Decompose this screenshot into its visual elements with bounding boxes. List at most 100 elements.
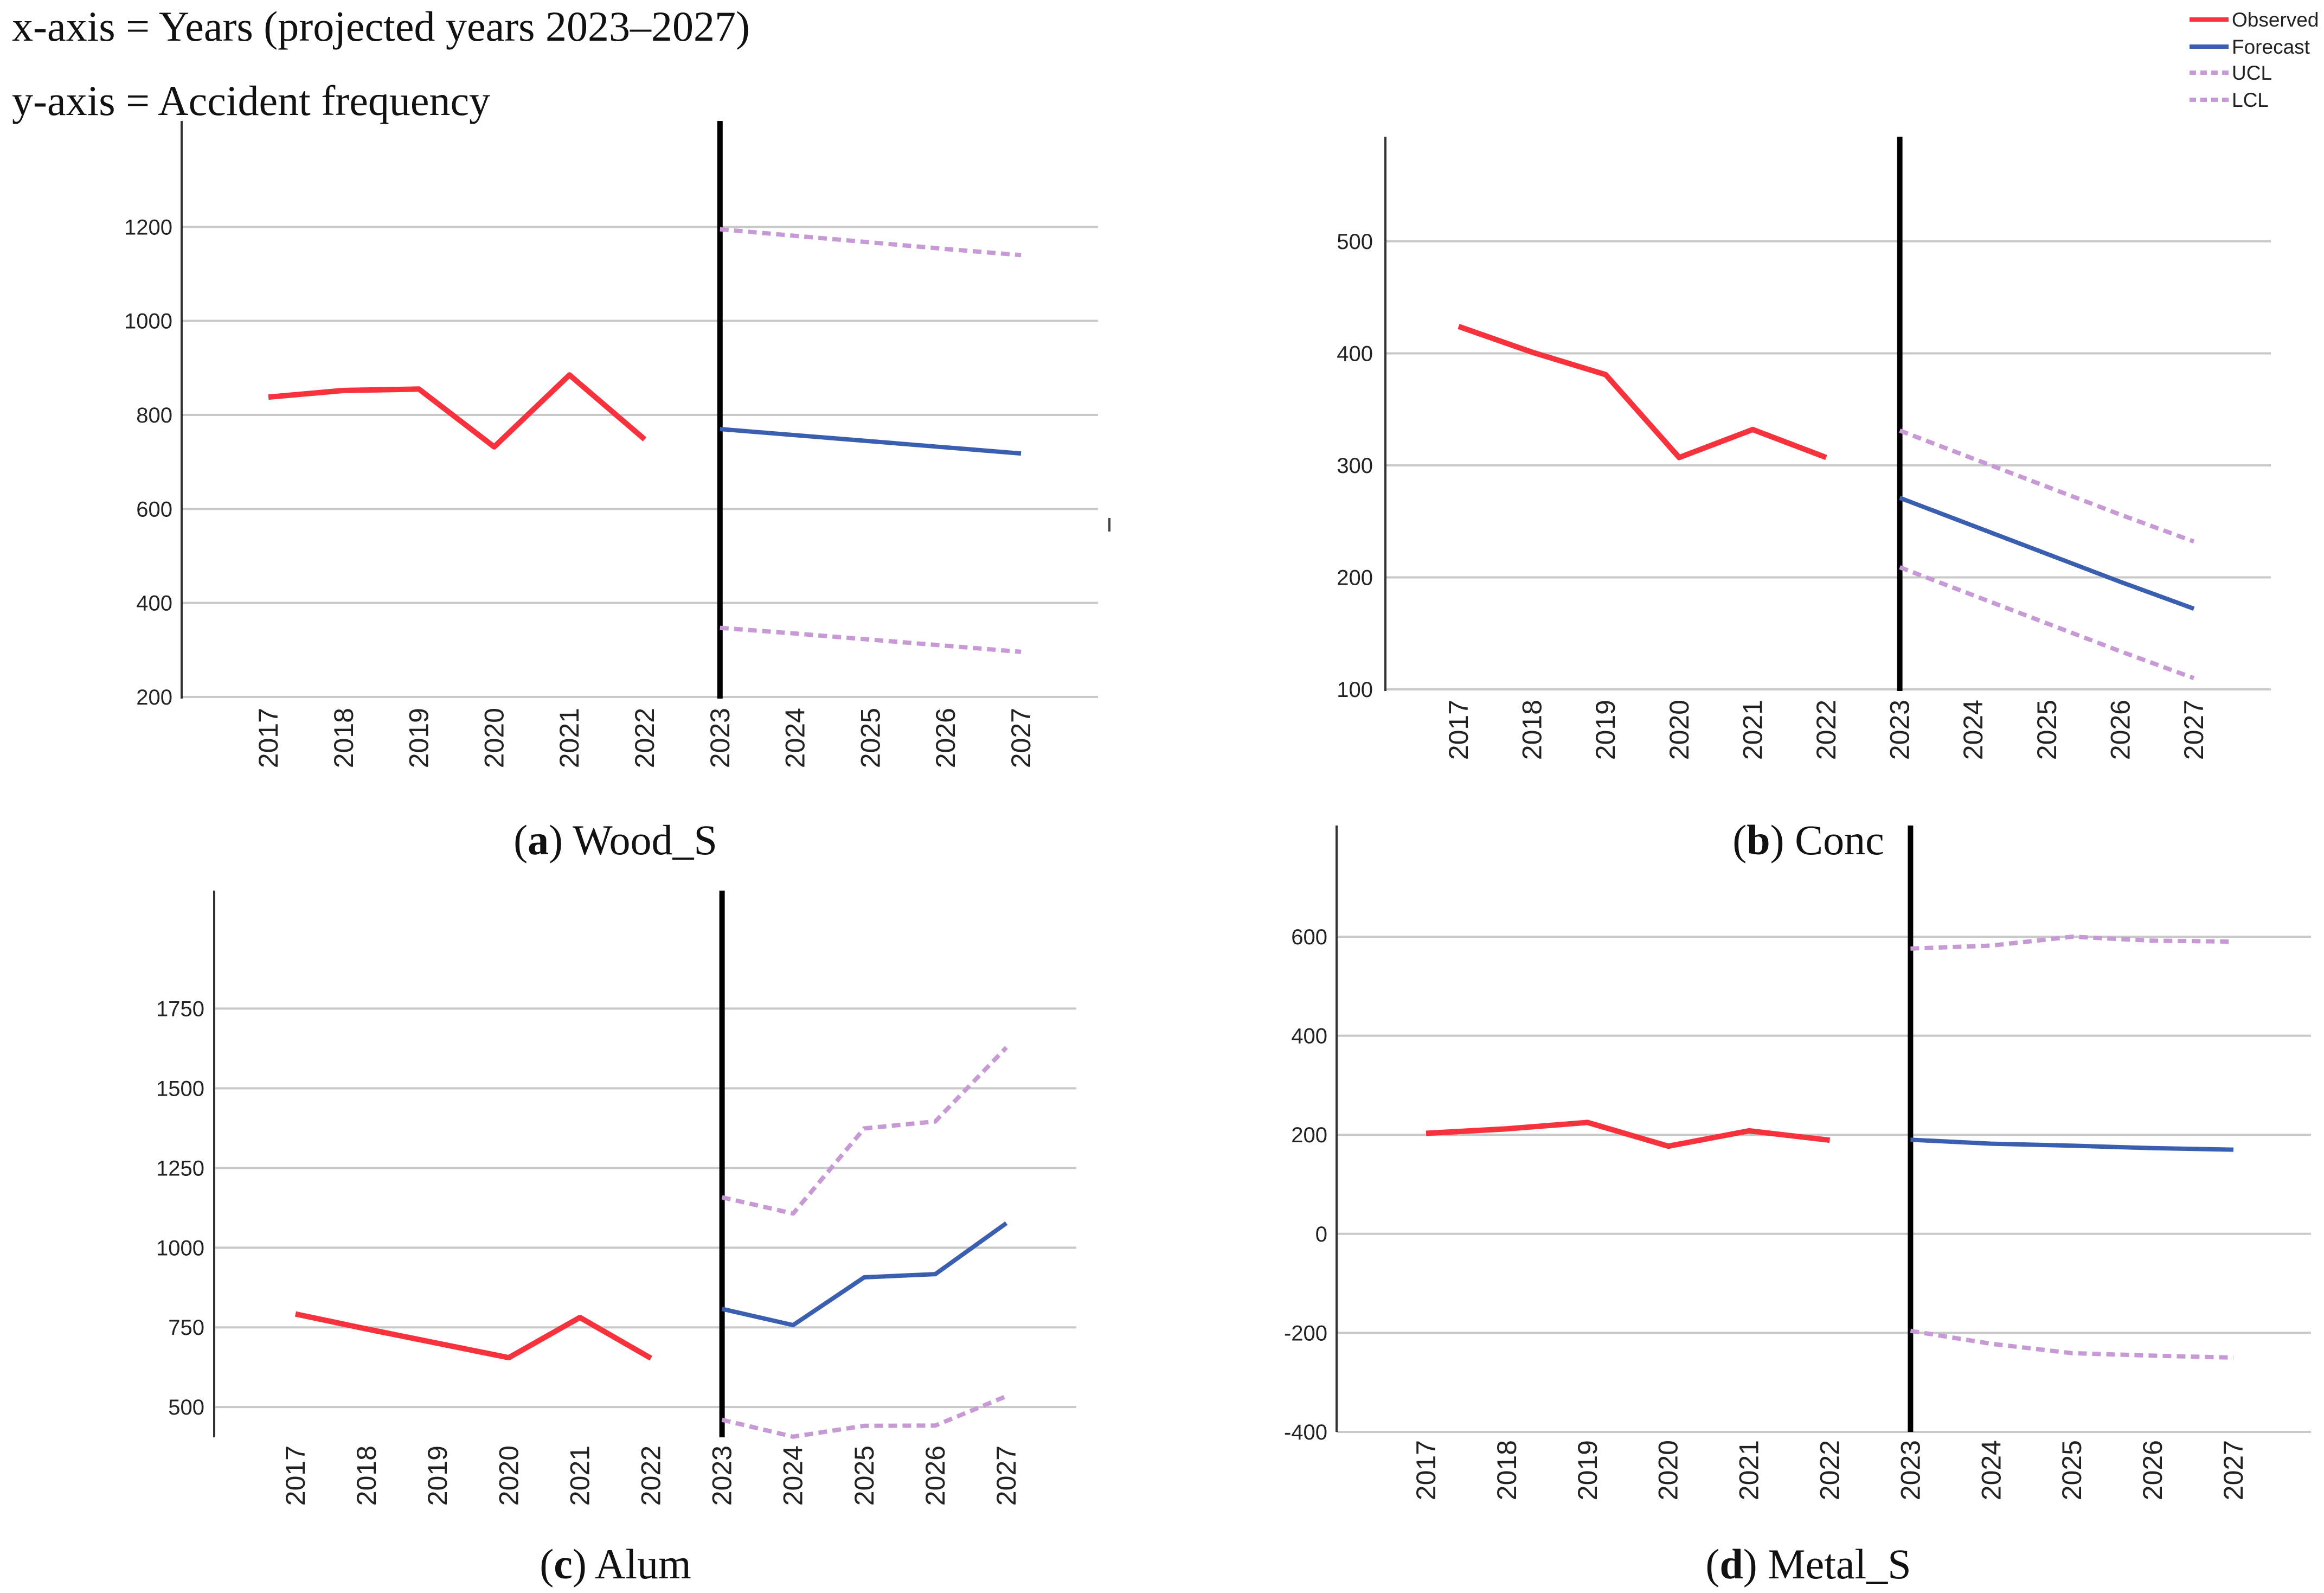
x-tick-label: 2019: [422, 1445, 453, 1506]
caption-letter: b: [1747, 816, 1770, 863]
y-tick-label: 800: [136, 404, 172, 427]
x-tick-label: 2021: [554, 708, 585, 768]
y-tick-label: 500: [1337, 230, 1373, 254]
y-tick-label: 500: [168, 1396, 204, 1419]
y-tick-label: 0: [1315, 1223, 1327, 1246]
x-tick-label: 2027: [991, 1445, 1022, 1506]
x-tick-label: 2026: [920, 1445, 951, 1506]
legend-forecast-label: Forecast: [2232, 36, 2310, 58]
caption-wood-s: (a) Wood_S: [513, 816, 717, 863]
y-tick-label: 200: [1291, 1123, 1327, 1147]
y-tick-label: 1750: [156, 997, 204, 1021]
y-tick-label: 1500: [156, 1077, 204, 1101]
caption-name: Wood_S: [573, 816, 717, 863]
x-tick-label: 2022: [1811, 700, 1841, 760]
y-axis-note: y-axis = Accident frequency: [12, 77, 490, 124]
series-observed-line: [1426, 1119, 1831, 1149]
caption-metal-s: (d) Metal_S: [1705, 1540, 1911, 1588]
y-tick-label: 1000: [156, 1236, 204, 1260]
caption-alum: (c) Alum: [540, 1540, 691, 1588]
x-tick-label: 2017: [253, 708, 284, 768]
y-tick-label: -200: [1284, 1321, 1327, 1345]
caption-letter: c: [554, 1540, 573, 1588]
x-tick-label: 2019: [1590, 700, 1621, 760]
panel-metal-s: -400 -200 0 200 400 600 2017 2018 2019 2020 2021 20…: [1284, 826, 2311, 1500]
x-tick-label: 2017: [280, 1445, 311, 1506]
x-tick-label: 2018: [1517, 700, 1548, 760]
x-axis-note: x-axis = Years (projected years 2023–202…: [12, 3, 750, 50]
y-tick-label: 200: [136, 686, 172, 709]
series-lcl-line: [720, 625, 1022, 654]
x-tick-label: 2027: [1006, 708, 1036, 768]
caption-name: Metal_S: [1768, 1540, 1911, 1588]
x-tick-label: 2022: [630, 708, 660, 768]
y-tick-label: 200: [1337, 566, 1373, 590]
x-tick-label: 2026: [2137, 1440, 2168, 1500]
y-tick-label: 1200: [124, 215, 172, 239]
x-tick-label: 2017: [1411, 1440, 1441, 1500]
series-ucl-line: [720, 227, 1022, 258]
caption-name: Conc: [1795, 816, 1884, 863]
series-observed-line: [1458, 324, 1827, 460]
x-tick-label: 2021: [1737, 700, 1768, 760]
series-observed-line: [268, 372, 647, 450]
y-tick-label: 100: [1337, 678, 1373, 702]
series-forecast-line: [720, 427, 1022, 456]
x-tick-label: 2021: [1734, 1440, 1764, 1500]
series-ucl-line: [1899, 428, 2195, 544]
x-tick-label: 2020: [1664, 700, 1694, 760]
legend-ucl-label: UCL: [2232, 62, 2272, 84]
x-tick-label: 2023: [1885, 700, 1915, 760]
x-tick-label: 2026: [2105, 700, 2135, 760]
x-tick-label: 2021: [564, 1445, 595, 1506]
series-ucl-line: [1910, 935, 2234, 951]
x-tick-label: 2027: [2179, 700, 2209, 760]
x-tick-label: 2017: [1443, 700, 1474, 760]
x-tick-label: 2024: [1958, 700, 1988, 760]
x-tick-label: 2020: [1653, 1440, 1684, 1500]
x-tick-label: 2022: [636, 1445, 666, 1506]
y-tick-label: 1250: [156, 1156, 204, 1180]
x-tick-label: 2023: [1895, 1440, 1925, 1500]
y-tick-label: 400: [136, 592, 172, 616]
caption-name: Alum: [595, 1540, 691, 1588]
x-tick-label: 2023: [705, 708, 735, 768]
y-tick-label: 300: [1337, 454, 1373, 478]
y-tick-label: 750: [168, 1316, 204, 1340]
x-tick-label: 2023: [707, 1445, 737, 1506]
x-tick-label: 2018: [1492, 1440, 1522, 1500]
x-tick-label: 2019: [404, 708, 434, 768]
x-tick-label: 2025: [855, 708, 885, 768]
x-tick-label: 2020: [493, 1445, 524, 1506]
x-tick-label: 2027: [2218, 1440, 2249, 1500]
panel-conc: 100 200 300 400 500 2017 2018 2019 2020 2021 2022 2…: [1337, 137, 2271, 760]
caption-letter: d: [1719, 1540, 1743, 1588]
series-lcl-line: [1899, 565, 2195, 681]
x-tick-label: 2020: [479, 708, 509, 768]
series-forecast-line: [1910, 1137, 2234, 1152]
caption-conc: (b) Conc: [1732, 816, 1884, 863]
y-tick-label: -400: [1284, 1421, 1327, 1444]
y-tick-label: 400: [1337, 342, 1373, 366]
series-lcl-line: [1910, 1328, 2234, 1360]
x-tick-label: 2018: [329, 708, 359, 768]
series-forecast-line: [1899, 496, 2195, 611]
x-tick-label: 2025: [849, 1445, 879, 1506]
series-lcl-line: [721, 1394, 1007, 1439]
series-ucl-line: [721, 1046, 1008, 1216]
x-tick-label: 2022: [1815, 1440, 1845, 1500]
legend-observed-label: Observed: [2232, 9, 2319, 31]
x-tick-label: 2026: [930, 708, 961, 768]
y-tick-label: 600: [1291, 925, 1327, 949]
panel-wood-s: 200 400 600 800 1000 1200 2017 2018 2019 2020 2021…: [124, 121, 1098, 768]
y-tick-label: 400: [1291, 1025, 1327, 1048]
x-tick-label: 2019: [1572, 1440, 1603, 1500]
x-tick-label: 2024: [1976, 1440, 2006, 1500]
x-tick-label: 2025: [2032, 700, 2062, 760]
panel-alum: 500 750 1000 1250 1500 1750 2017 2018 2019 2020 20…: [156, 891, 1076, 1506]
y-tick-label: 1000: [124, 310, 172, 334]
series-observed-line: [294, 1311, 652, 1361]
x-tick-label: 2025: [2057, 1440, 2087, 1500]
x-tick-label: 2024: [780, 708, 811, 768]
